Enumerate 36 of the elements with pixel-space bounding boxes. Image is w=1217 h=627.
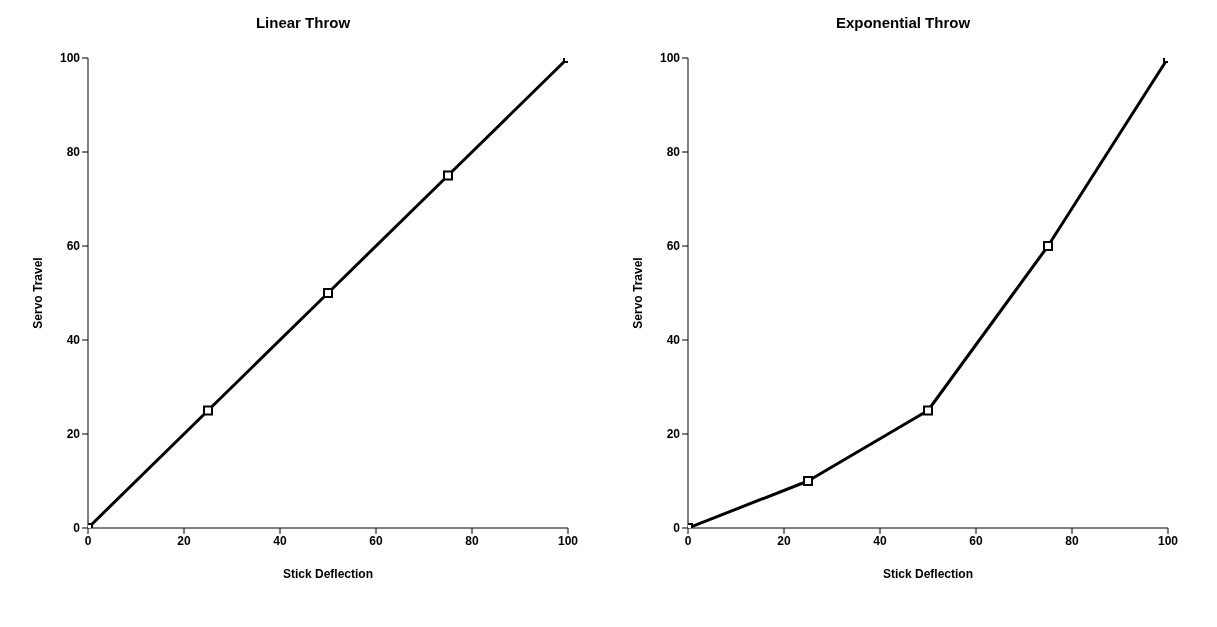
x-tick-label: 20 [777,533,791,548]
x-axis-title: Stick Deflection [882,567,974,581]
x-tick-label: 100 [557,533,579,548]
y-tick-label: 0 [73,521,81,536]
y-tick-label: 80 [666,145,681,160]
x-tick-label: 80 [465,533,479,548]
x-tick-label: 20 [177,533,191,548]
chart-title: Exponential Throw [834,13,972,33]
point [923,405,933,416]
point [1043,241,1053,251]
x-tick-label: 100 [1157,533,1179,548]
chart-title: Linear Throw [254,13,352,33]
point [203,405,213,416]
y-tick-label: 40 [66,333,81,348]
x-axis-title: Stick Deflection [282,567,374,581]
x-tick-label: 0 [684,533,692,548]
y-tick-label: 0 [673,521,681,536]
point [803,476,813,486]
x-tick-label: 60 [969,533,983,548]
y-tick-label: 20 [66,427,81,442]
x-tick-label: 40 [273,533,287,548]
y-tick-label: 100 [659,51,681,66]
y-tick-label: 60 [666,239,681,254]
point [443,170,453,181]
y-axis-title: Servo Travel [31,257,46,329]
x-tick-label: 40 [873,533,887,548]
y-tick-label: 60 [66,239,81,254]
y-axis-title: Servo Travel [631,257,646,329]
y-tick-label: 100 [59,51,81,66]
y-tick-label: 20 [666,427,681,442]
point [323,288,333,298]
y-tick-label: 40 [666,333,681,348]
y-tick-label: 80 [66,145,81,160]
x-tick-label: 60 [369,533,383,548]
x-tick-label: 0 [84,533,92,548]
x-tick-label: 80 [1065,533,1079,548]
